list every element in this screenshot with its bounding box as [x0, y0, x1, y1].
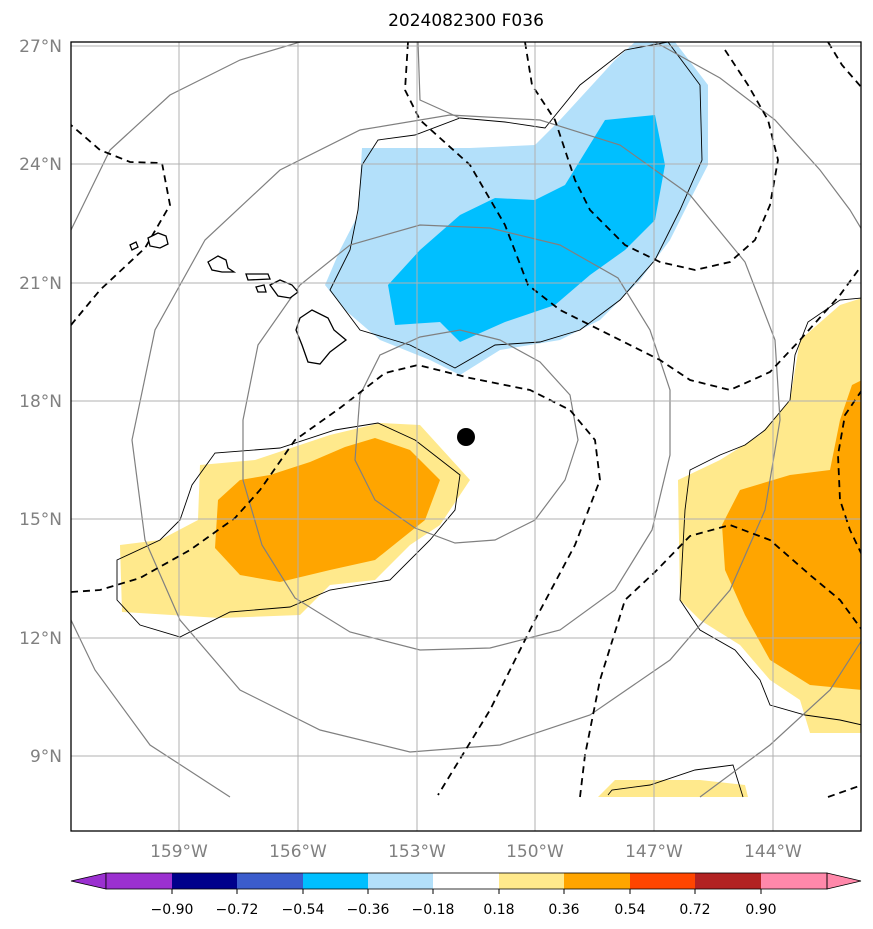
colorbar-label: −0.18 — [412, 902, 455, 918]
lat-label: 27°N — [19, 37, 62, 57]
colorbar-segment — [761, 873, 827, 889]
colorbar-arrow-right — [826, 872, 862, 890]
dashed-contour-d — [524, 42, 779, 271]
island-niihau — [129, 241, 139, 251]
lat-label: 15°N — [19, 510, 62, 530]
positive-anomaly-east-strong — [722, 380, 861, 690]
grey-contour-8 — [417, 42, 461, 119]
colorbar-label: 0.18 — [483, 902, 514, 918]
colorbar-label: 0.54 — [614, 902, 645, 918]
colorbar-label: 0.36 — [548, 902, 579, 918]
grey-contour-7 — [699, 640, 861, 798]
longitude-labels: 159°W 156°W 153°W 150°W 147°W 144°W — [150, 842, 802, 862]
gridlines — [71, 42, 861, 831]
lon-label: 156°W — [269, 842, 327, 862]
storm-center-marker — [457, 428, 475, 446]
colorbar-label: −0.54 — [282, 902, 325, 918]
colorbar-segment — [564, 873, 630, 889]
latitude-labels: 27°N 24°N 21°N 18°N 15°N 12°N 9°N — [19, 37, 62, 767]
colorbar-label: 0.90 — [745, 902, 776, 918]
lat-label: 12°N — [19, 629, 62, 649]
colorbar-segment — [433, 873, 499, 889]
colorbar-label: −0.72 — [216, 902, 259, 918]
colorbar-arrow-left — [70, 872, 107, 890]
positive-anomaly-south-light — [598, 780, 748, 797]
grey-contour-6 — [71, 619, 231, 798]
lon-label: 159°W — [150, 842, 208, 862]
colorbar-segment — [303, 873, 368, 889]
figure-title: 2024082300 F036 — [388, 11, 544, 31]
negative-anomaly-strong — [388, 115, 665, 342]
positive-anomaly-west-strong — [215, 438, 440, 582]
colorbar-segment — [695, 873, 761, 889]
colorbar-segment — [499, 873, 564, 889]
island-molokai — [245, 273, 271, 281]
positive-anomaly-south-outline — [607, 764, 744, 798]
island-kauai — [147, 232, 169, 249]
grey-contour-3 — [131, 114, 781, 753]
colorbar-label: −0.36 — [347, 902, 390, 918]
island-lanai — [255, 284, 267, 293]
colorbar-label: −0.90 — [151, 902, 194, 918]
lat-label: 9°N — [30, 747, 62, 767]
map-panel — [71, 42, 861, 798]
island-hawaii — [295, 309, 348, 365]
dashed-contour-h — [827, 784, 861, 798]
grey-contour-4 — [71, 42, 301, 231]
lon-label: 150°W — [506, 842, 564, 862]
lon-label: 153°W — [388, 842, 446, 862]
colorbar-segment — [368, 873, 433, 889]
colorbar-segment — [106, 873, 172, 889]
lon-label: 147°W — [625, 842, 683, 862]
lat-label: 21°N — [19, 274, 62, 294]
colorbar-ticks — [171, 889, 762, 894]
hawaii-coastlines — [129, 232, 348, 365]
dashed-contour-g — [837, 389, 861, 555]
colorbar-segment — [237, 873, 303, 889]
dashed-contour-f — [579, 524, 861, 798]
map-frame — [70, 41, 862, 832]
lat-label: 24°N — [19, 155, 62, 175]
grey-contour-inner — [354, 329, 579, 544]
negative-anomaly-outline — [329, 42, 703, 369]
grey-contour-2 — [242, 224, 671, 651]
dashed-contour-b — [71, 364, 601, 796]
lat-label: 18°N — [19, 392, 62, 412]
positive-anomaly-east-outline — [679, 297, 861, 726]
positive-anomaly-west-outline — [116, 422, 461, 638]
grey-contour-5 — [654, 42, 861, 230]
colorbar-segment — [172, 873, 237, 889]
lon-label: 144°W — [744, 842, 802, 862]
island-oahu — [207, 255, 237, 273]
colorbar: −0.90 −0.72 −0.54 −0.36 −0.18 0.18 0.36 … — [70, 872, 862, 918]
colorbar-segment — [630, 873, 695, 889]
dashed-contour-e — [827, 42, 861, 89]
dashed-contour-a — [71, 124, 171, 326]
colorbar-label: 0.72 — [679, 902, 710, 918]
colorbar-frame — [105, 872, 828, 890]
